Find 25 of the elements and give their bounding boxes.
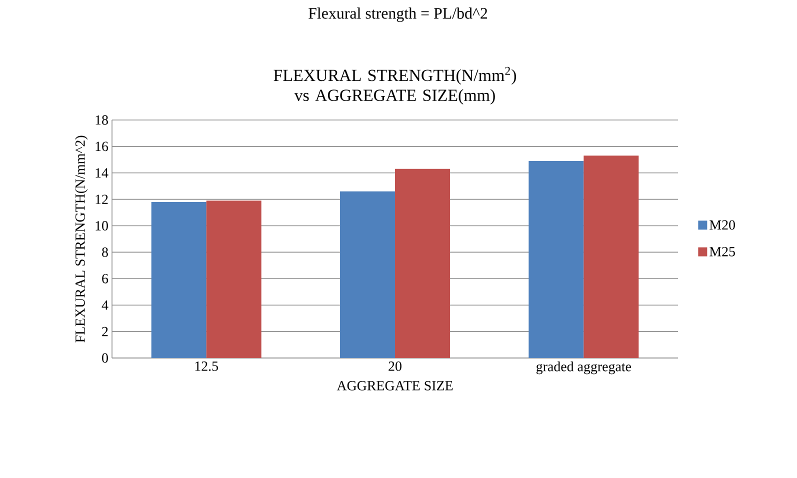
bar [584,156,639,358]
bar [395,168,450,358]
y-tick-label: 4 [102,300,108,310]
y-tick-label: 14 [96,168,108,178]
y-tick-label: 2 [102,326,108,336]
legend-label: M20 [710,220,735,230]
y-tick-label: 12 [96,194,108,204]
bar [528,160,584,358]
bar [206,200,262,358]
y-tick-label: 8 [102,247,108,257]
y-tick-label: 0 [102,353,108,363]
y-tick-label: 16 [96,142,108,152]
y-axis-title: FLEXURAL STRENGTH(N/mm^2) [75,136,88,342]
x-tick-label: 20 [388,362,402,371]
x-tick-label: 12.5 [195,362,218,371]
chart-title: FLEXURAL STRENGTH(N/mm$^{2}$) vs AGGREGATE SIZE(mm) [274,66,516,104]
y-tick-label: 6 [102,274,108,284]
x-axis-title: AGGREGATE SIZE [336,381,453,390]
bar [340,191,396,358]
text: Flexural strength = PL/bd^2 [308,8,488,22]
x-tick-label: graded aggregate [536,361,632,374]
y-tick-label: 18 [96,115,108,125]
legend-label: M25 [710,246,735,256]
y-tick-label: 10 [96,221,108,230]
bar [151,202,206,358]
